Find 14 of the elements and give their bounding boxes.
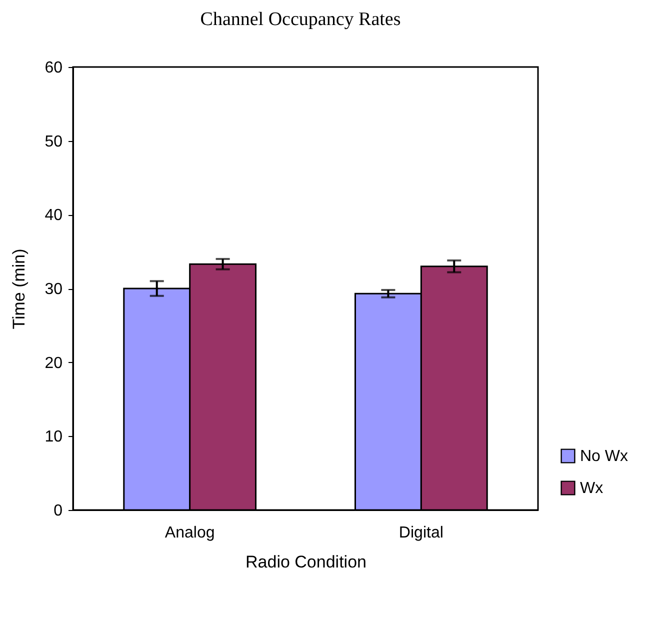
y-tick-label: 20: [44, 354, 63, 372]
legend-label: Wx: [580, 480, 604, 497]
y-tick-label: 10: [44, 428, 63, 446]
y-tick-label: 40: [44, 207, 63, 224]
x-tick-label: Digital: [398, 524, 444, 542]
y-tick-label: 50: [44, 133, 63, 150]
y-tick-label: 60: [44, 60, 63, 76]
chart-title: Channel Occupancy Rates: [200, 9, 401, 30]
y-tick-label: 30: [44, 281, 63, 298]
legend-label: No Wx: [580, 448, 628, 465]
y-tick-label: 0: [54, 502, 63, 520]
x-axis-title: Radio Condition: [246, 552, 366, 572]
y-axis-title: Time (min): [10, 248, 29, 330]
x-tick-label: Analog: [164, 524, 215, 542]
